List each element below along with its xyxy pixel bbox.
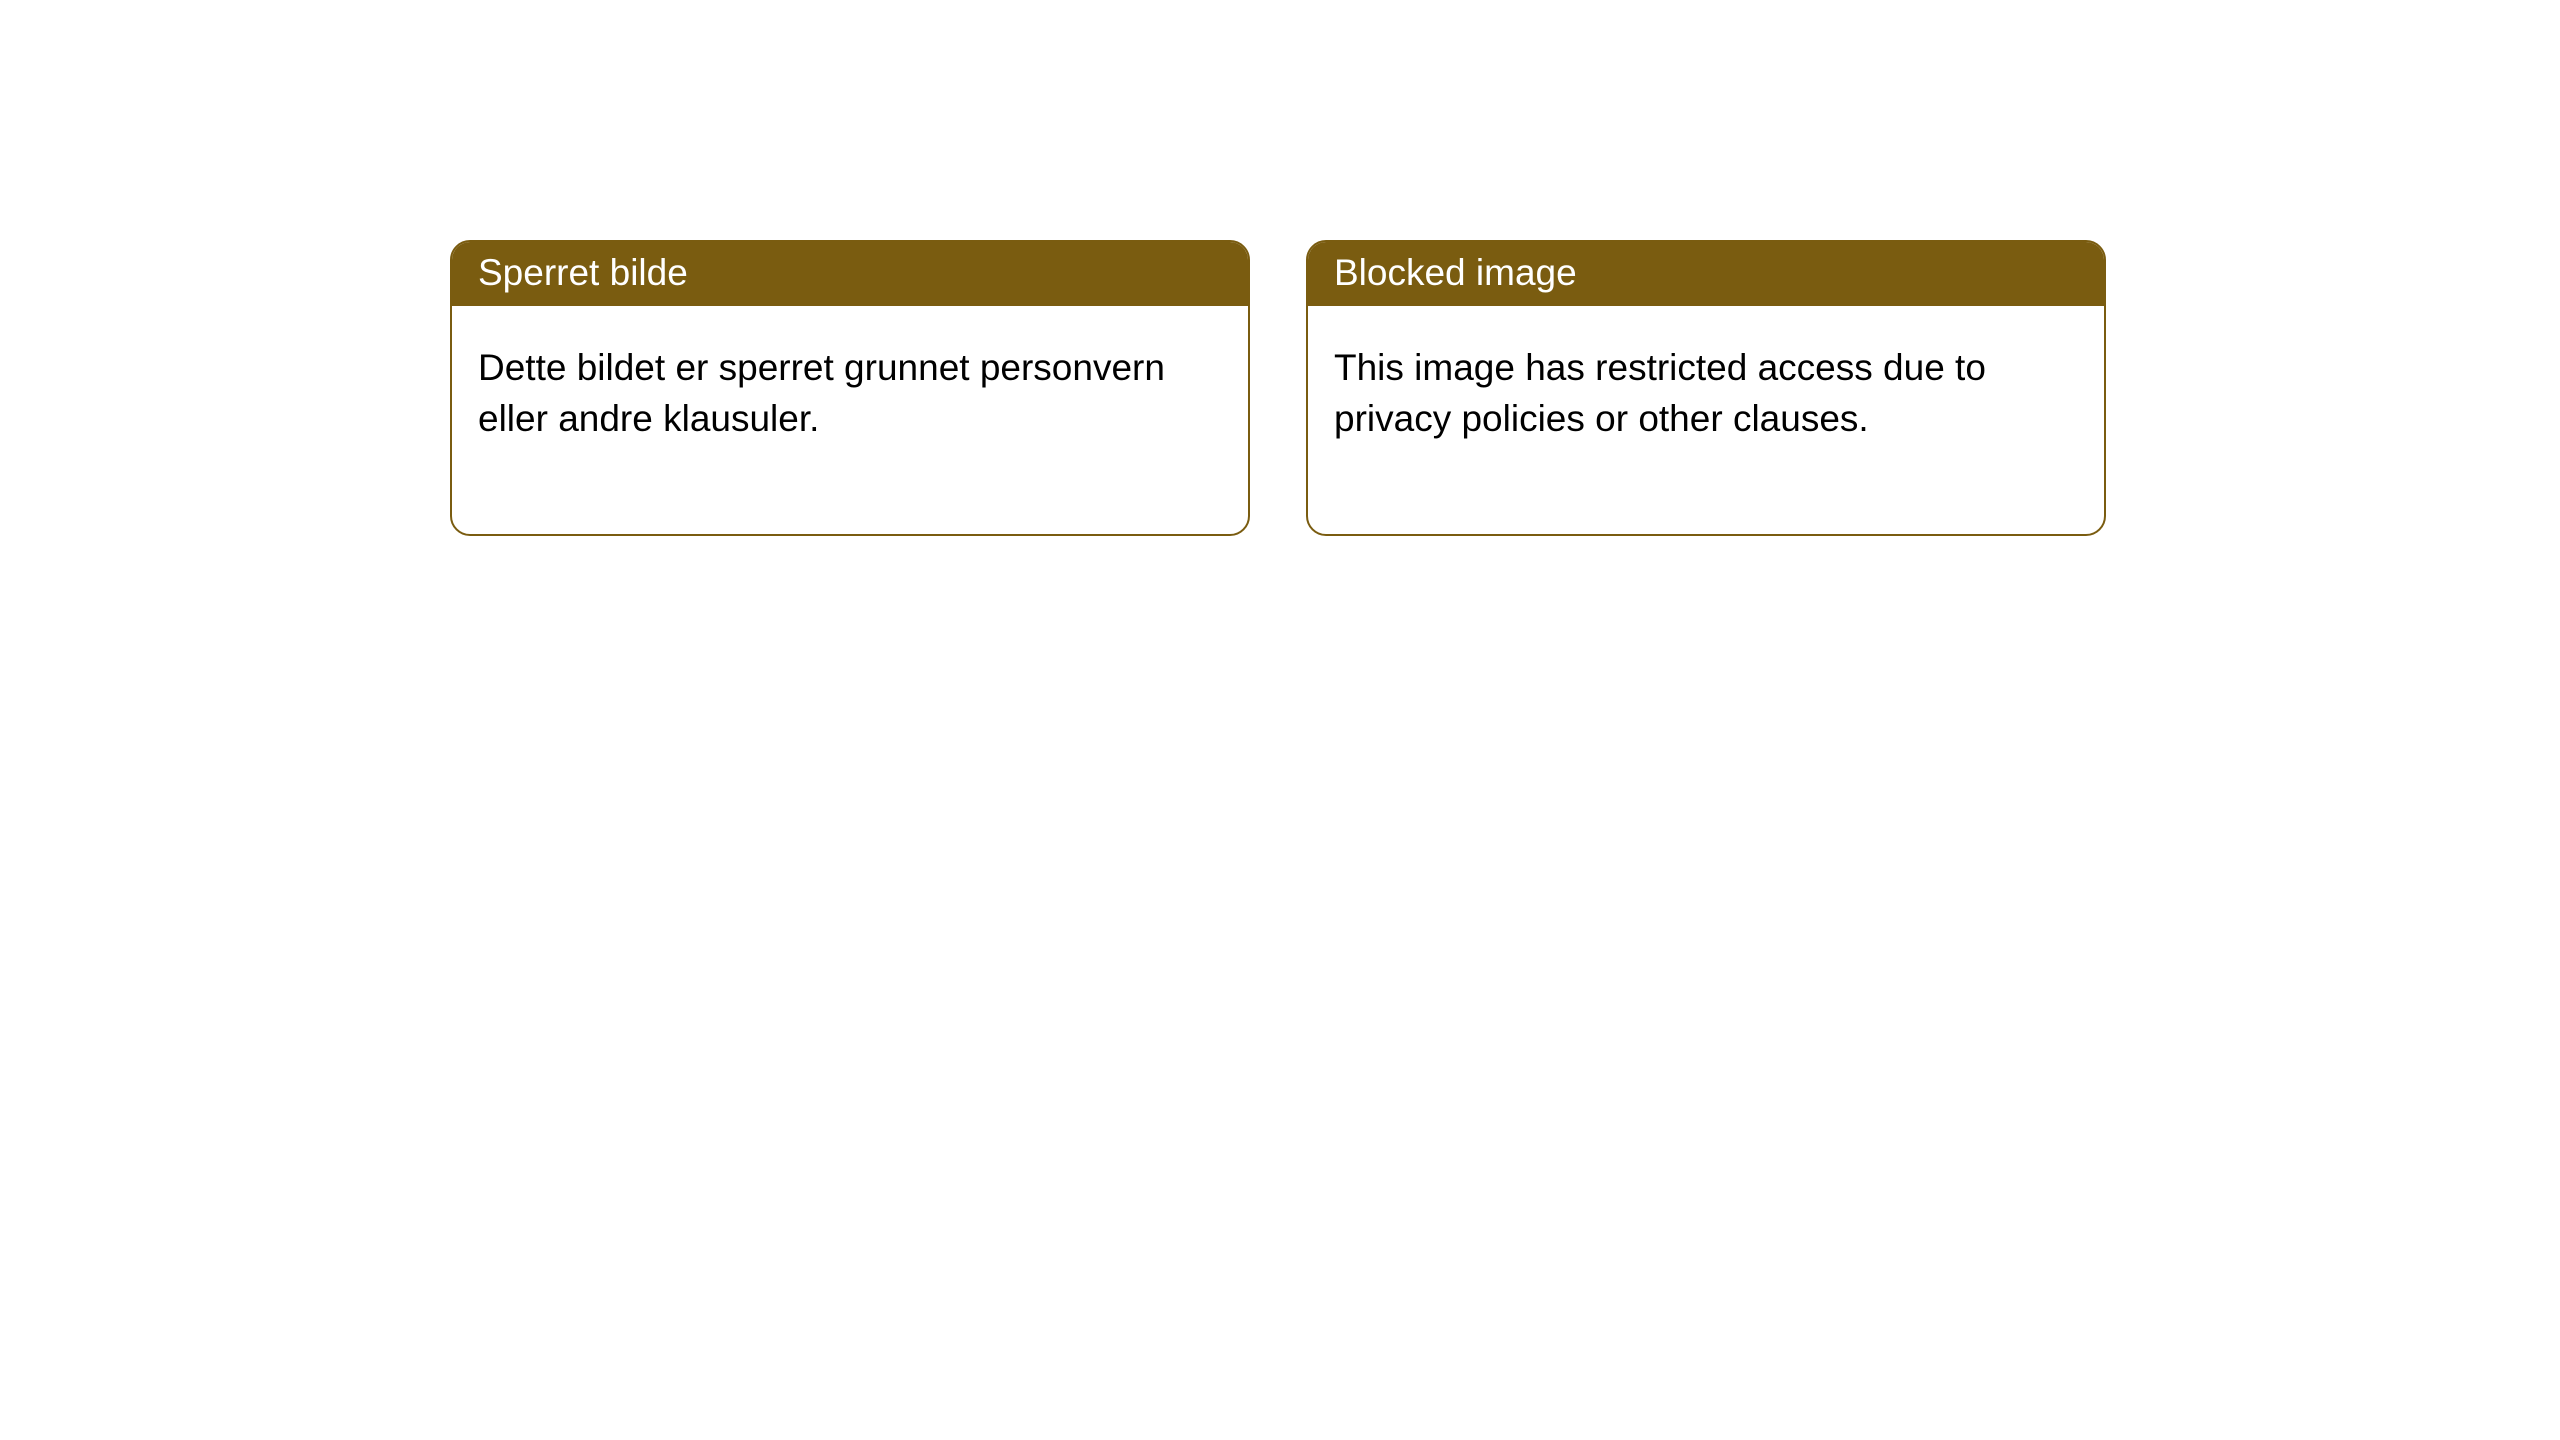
notice-card-body: Dette bildet er sperret grunnet personve… [452, 306, 1248, 534]
notice-card-title: Sperret bilde [452, 242, 1248, 306]
notice-card-body: This image has restricted access due to … [1308, 306, 2104, 534]
notice-card-norwegian: Sperret bilde Dette bildet er sperret gr… [450, 240, 1250, 536]
notice-container: Sperret bilde Dette bildet er sperret gr… [0, 0, 2560, 536]
notice-card-english: Blocked image This image has restricted … [1306, 240, 2106, 536]
notice-card-title: Blocked image [1308, 242, 2104, 306]
